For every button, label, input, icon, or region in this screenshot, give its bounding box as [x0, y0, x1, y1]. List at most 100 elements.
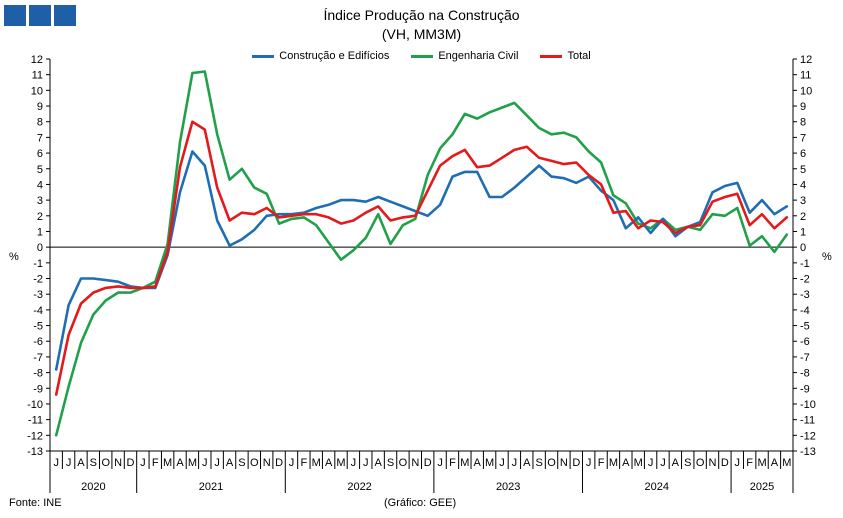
y-tick-label-left: -5 [33, 321, 43, 333]
legend-swatch [411, 54, 434, 58]
year-label: 2020 [81, 481, 105, 493]
legend-swatch [540, 54, 563, 58]
legend-entry: Total [540, 50, 591, 62]
y-tick-label-left: -12 [27, 430, 43, 442]
series-line-total [54, 120, 789, 396]
x-tick-label: M [336, 457, 345, 469]
x-tick-label: O [547, 457, 556, 469]
x-tick-label: S [684, 457, 691, 469]
x-tick-label: J [648, 457, 654, 469]
x-tick-label: F [598, 457, 605, 469]
chart-title: Índice Produção na Construção [323, 7, 520, 23]
x-tick-label: J [437, 457, 443, 469]
y-tick-label-right: 10 [800, 85, 812, 97]
y-tick-label-left: -11 [28, 415, 43, 427]
y-tick-label-left: -4 [33, 305, 43, 317]
y-tick-label-right: 6 [800, 148, 806, 160]
x-tick-label: F [300, 457, 307, 469]
x-tick-label: S [535, 457, 542, 469]
x-tick-label: A [474, 457, 482, 469]
y-tick-label-right: -8 [800, 368, 810, 380]
y-tick-label-right: -7 [800, 352, 810, 364]
y-tick-label-left: -3 [33, 289, 43, 301]
x-tick-label: A [523, 457, 531, 469]
legend-label: Construção e Edifícios [279, 50, 390, 62]
y-tick-label-right: -11 [800, 415, 815, 427]
y-tick-label-left: 5 [37, 164, 43, 176]
y-tick-label-left: 0 [37, 242, 43, 254]
x-tick-label: F [449, 457, 456, 469]
y-tick-label-right: -2 [800, 274, 810, 286]
y-tick-label-left: 12 [31, 54, 43, 66]
x-tick-label: M [460, 457, 469, 469]
year-label: 2024 [645, 481, 669, 493]
x-tick-label: M [634, 457, 643, 469]
y-tick-label-right: 11 [800, 70, 811, 82]
x-tick-label: F [152, 457, 159, 469]
y-tick-label-right: -5 [800, 321, 810, 333]
x-tick-label: O [250, 457, 259, 469]
y-tick-label-left: -8 [33, 368, 43, 380]
x-tick-label: M [757, 457, 766, 469]
x-tick-label: D [424, 457, 432, 469]
x-tick-label: A [374, 457, 382, 469]
y-tick-label-left: 9 [37, 101, 43, 113]
y-tick-label-left: -9 [33, 383, 43, 395]
y-tick-label-left: -13 [27, 446, 43, 458]
x-tick-label: J [66, 457, 72, 469]
y-tick-label-left: -2 [33, 274, 43, 286]
y-axis-unit-left: % [9, 251, 19, 263]
y-tick-label-right: -1 [800, 258, 810, 270]
x-tick-label: S [387, 457, 394, 469]
x-tick-label: S [90, 457, 97, 469]
chart-subtitle: (VH, MM3M) [381, 26, 462, 42]
year-label: 2025 [750, 481, 774, 493]
x-tick-label: J [53, 457, 59, 469]
x-tick-label: J [735, 457, 741, 469]
legend-label: Engenharia Civil [438, 50, 519, 62]
x-tick-label: O [399, 457, 408, 469]
x-tick-label: S [238, 457, 245, 469]
x-tick-label: A [325, 457, 333, 469]
y-tick-label-right: -3 [800, 289, 810, 301]
y-tick-label-right: 8 [800, 117, 806, 129]
credit-note: (Gráfico: GEE) [384, 497, 457, 509]
y-tick-label-left: 4 [37, 179, 43, 191]
x-tick-label: J [140, 457, 146, 469]
x-tick-label: M [163, 457, 172, 469]
legend-entry: Engenharia Civil [411, 50, 518, 62]
y-tick-label-left: 7 [37, 132, 43, 144]
year-label: 2023 [496, 481, 520, 493]
x-tick-label: M [312, 457, 321, 469]
x-tick-label: D [572, 457, 580, 469]
y-tick-label-left: 1 [37, 226, 43, 238]
x-tick-label: A [176, 457, 184, 469]
x-tick-label: N [114, 457, 122, 469]
y-tick-label-left: 8 [37, 117, 43, 129]
x-tick-label: J [363, 457, 369, 469]
x-tick-label: D [127, 457, 135, 469]
y-tick-label-left: 3 [37, 195, 43, 207]
x-tick-label: A [622, 457, 630, 469]
y-tick-label-right: -6 [800, 336, 810, 348]
x-tick-label: A [672, 457, 680, 469]
x-tick-label: M [782, 457, 791, 469]
x-tick-label: N [411, 457, 419, 469]
y-tick-label-left: 11 [32, 70, 43, 82]
y-tick-label-left: 6 [37, 148, 43, 160]
y-tick-label-left: -6 [33, 336, 43, 348]
x-tick-label: J [660, 457, 666, 469]
x-tick-label: J [214, 457, 220, 469]
y-tick-label-right: 7 [800, 132, 806, 144]
x-tick-label: N [263, 457, 271, 469]
y-tick-label-right: 9 [800, 101, 806, 113]
x-tick-label: A [77, 457, 85, 469]
y-tick-label-left: -10 [27, 399, 43, 411]
legend-label: Total [567, 50, 591, 62]
y-tick-label-left: 10 [31, 85, 43, 97]
chart-legend: Construção e Edifícios Engenharia Civil To… [0, 50, 843, 62]
y-tick-label-left: 2 [37, 211, 43, 223]
y-tick-label-right: 5 [800, 164, 806, 176]
x-tick-label: O [696, 457, 705, 469]
x-tick-label: J [586, 457, 592, 469]
